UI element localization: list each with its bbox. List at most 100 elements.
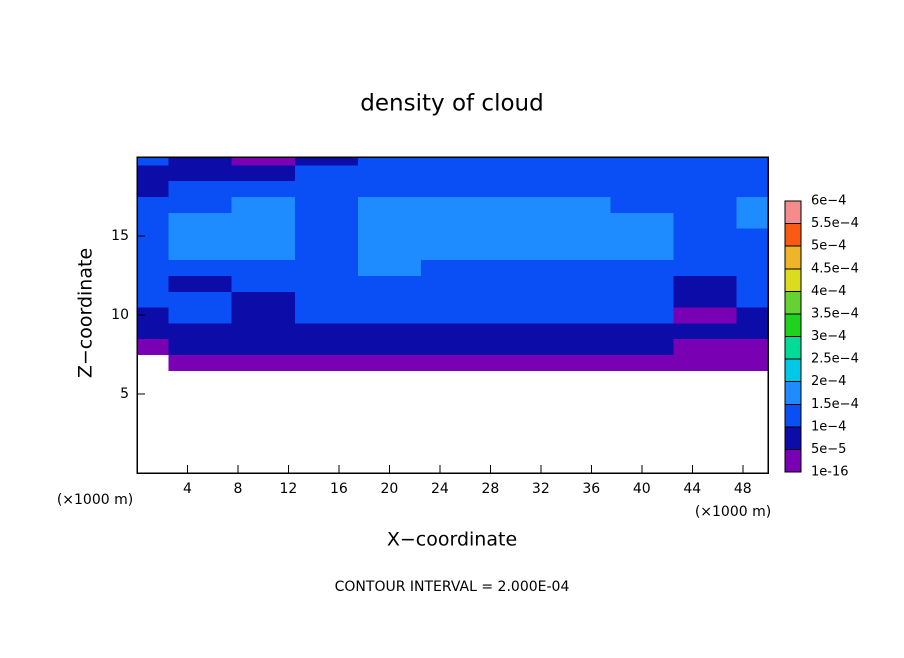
contour-cell	[168, 322, 233, 340]
contour-cell	[294, 228, 359, 245]
contour-cell	[294, 322, 359, 340]
contour-cell	[736, 180, 769, 197]
contour-cell	[484, 307, 548, 324]
contour-cell	[484, 275, 548, 292]
colorbar-label: 5e−4	[811, 239, 846, 254]
contour-cell	[168, 259, 233, 276]
contour-cell	[484, 212, 548, 229]
axes: 4 8 12 16 20 24 28 32 36 40 44 48510151e-165e−51e−4…	[111, 156, 859, 497]
contour-cell	[231, 322, 296, 340]
contour-cell	[420, 196, 485, 213]
contour-cell	[736, 157, 769, 166]
contour-cell	[610, 164, 674, 182]
colorbar-box	[784, 336, 802, 360]
contour-cell	[547, 212, 611, 229]
contour-cell	[294, 212, 359, 229]
contour-cell	[610, 307, 674, 324]
contour-cell	[168, 275, 233, 292]
x-tick-label: 36	[582, 481, 600, 497]
contour-cell	[736, 275, 769, 292]
contour-cell	[137, 164, 170, 182]
contour-cell	[294, 259, 359, 276]
contour-cell	[547, 228, 611, 245]
contour-cell	[137, 291, 170, 308]
contour-cell	[357, 259, 422, 276]
x-tick-label: 40	[633, 481, 651, 497]
colorbar-box	[784, 426, 802, 450]
contour-cell	[673, 354, 737, 371]
contour-cell	[231, 212, 296, 229]
contour-cell	[294, 243, 359, 261]
colorbar-box	[784, 448, 802, 473]
contour-cell	[673, 259, 737, 276]
y-tick-label: 10	[111, 307, 129, 323]
contour-cell	[610, 259, 674, 276]
x-tick-label: 48	[734, 481, 752, 497]
contour-cell	[547, 164, 611, 182]
contour-cell	[420, 180, 485, 197]
contour-cell	[231, 180, 296, 197]
contour-cell	[420, 212, 485, 229]
contour-cell	[736, 354, 769, 371]
x-tick-label: 32	[532, 481, 550, 497]
contour-cell	[420, 228, 485, 245]
contour-cell	[231, 259, 296, 276]
contour-cell	[673, 243, 737, 261]
colorbar-label: 2.5e−4	[811, 352, 859, 367]
contour-cell	[673, 322, 737, 340]
contour-cell	[420, 338, 485, 355]
contour-cell	[484, 157, 548, 166]
contour-cell	[294, 164, 359, 182]
contour-cell	[420, 164, 485, 182]
contour-cell	[137, 180, 170, 197]
contour-cell	[420, 243, 485, 261]
contour-cell	[736, 164, 769, 182]
contour-cell	[294, 180, 359, 197]
colorbar-box	[784, 245, 802, 270]
contour-cell	[420, 354, 485, 371]
contour-cell	[168, 164, 233, 182]
contour-cell	[673, 212, 737, 229]
field	[137, 157, 769, 371]
contour-cell	[231, 354, 296, 371]
contour-cell	[231, 275, 296, 292]
contour-cell	[673, 275, 737, 292]
contour-cell	[673, 164, 737, 182]
x-tick-label: 24	[431, 481, 449, 497]
contour-cell	[137, 228, 170, 245]
contour-cell	[137, 212, 170, 229]
contour-cell	[420, 275, 485, 292]
colorbar-label: 2e−4	[811, 374, 846, 389]
contour-cell	[736, 338, 769, 355]
colorbar-box	[784, 200, 802, 225]
contour-cell	[137, 196, 170, 213]
contour-cell	[357, 275, 422, 292]
contour-cell	[547, 259, 611, 276]
x-tick-label: 12	[280, 481, 298, 497]
contour-cell	[420, 322, 485, 340]
footer: CONTOUR INTERVAL = 2.000E-04	[335, 579, 570, 595]
y-tick-label: 15	[111, 228, 129, 244]
contour-cell	[168, 212, 233, 229]
contour-cell	[673, 196, 737, 213]
contour-cell	[168, 157, 233, 166]
contour-cell	[357, 338, 422, 355]
contour-cell	[231, 228, 296, 245]
contour-cell	[547, 180, 611, 197]
x-tick-label: 16	[330, 481, 348, 497]
contour-cell	[610, 157, 674, 166]
colorbar-label: 4e−4	[811, 284, 846, 299]
contour-cell	[357, 354, 422, 371]
contour-cell	[484, 180, 548, 197]
contour-cell	[231, 291, 296, 308]
contour-cell	[673, 180, 737, 197]
contour-cell	[168, 243, 233, 261]
contour-cell	[484, 259, 548, 276]
colorbar-label: 3.5e−4	[811, 306, 859, 321]
colorbar-label: 1.5e−4	[811, 397, 859, 412]
contour-cell	[673, 307, 737, 324]
y-axis-label: Z−coordinate	[75, 248, 97, 378]
contour-cell	[420, 291, 485, 308]
contour-cell	[137, 259, 170, 276]
contour-cell	[231, 164, 296, 182]
